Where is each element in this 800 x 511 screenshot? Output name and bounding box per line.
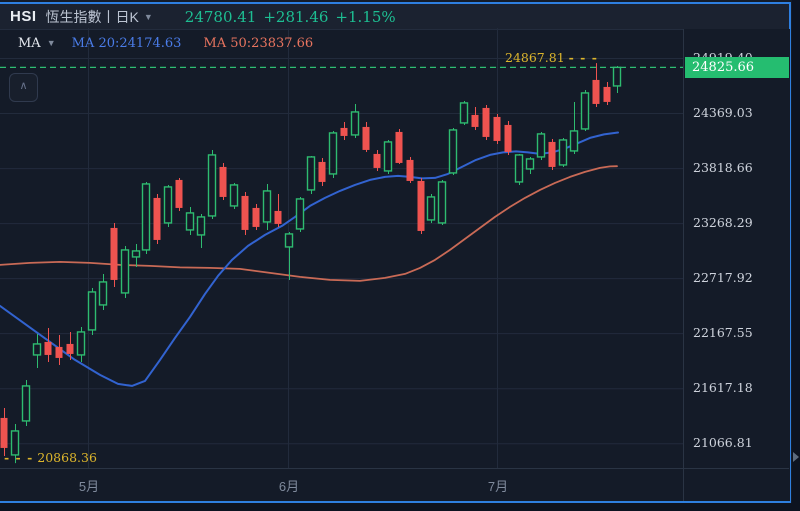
indicator-bar: MA ▼ MA 20:24174.63 MA 50:23837.66 <box>0 33 313 53</box>
time-axis-label: 7月 <box>487 479 509 494</box>
y-axis-tick: 22717.92 <box>693 270 753 286</box>
widget-border-top <box>0 2 791 4</box>
high-marker-dashes: - - - <box>568 50 598 66</box>
collapse-panel-button[interactable]: ∧ <box>9 73 38 102</box>
header-divider <box>0 29 789 30</box>
ma-dropdown-caret-icon[interactable]: ▼ <box>46 38 56 48</box>
widget-border-bottom <box>0 501 791 503</box>
ma20-readout: MA 20:24174.63 <box>71 35 182 51</box>
quote-block: 24780.41 +281.46 +1.15% <box>185 8 396 26</box>
price-change-pct: +1.15% <box>335 7 396 26</box>
chevron-down-icon[interactable]: ▼ <box>143 11 153 22</box>
symbol-code[interactable]: HSI <box>10 8 37 25</box>
y-axis-tick: 24369.03 <box>693 105 753 121</box>
chevron-up-icon: ∧ <box>19 80 28 92</box>
ma50-readout: MA 50:23837.66 <box>203 35 314 51</box>
period-low-value: 20868.36 <box>37 450 97 466</box>
time-axis-line <box>0 468 789 469</box>
period-low-marker: - - - 20868.36 <box>4 450 97 465</box>
y-axis-tick: 21617.18 <box>693 380 753 396</box>
y-axis-tick: 22167.55 <box>693 325 753 341</box>
header-bar: HSI 恆生指數丨日K ▼ 24780.41 +281.46 +1.15% <box>0 4 789 29</box>
symbol-name-period[interactable]: 恆生指數丨日K <box>45 8 139 25</box>
ma-indicator-label[interactable]: MA <box>18 35 41 51</box>
widget-border-right <box>789 2 791 503</box>
time-axis-label: 5月 <box>78 479 100 494</box>
period-high-value: 24867.81 <box>505 50 565 66</box>
y-axis-tick: 21066.81 <box>693 435 753 451</box>
time-axis-label: 6月 <box>278 479 300 494</box>
price-axis[interactable]: 24919.4024369.0323818.6623268.2922717.92… <box>683 29 790 501</box>
period-high-marker: 24867.81 - - - <box>505 50 598 65</box>
last-price: 24780.41 <box>184 7 257 26</box>
price-change: +281.46 <box>263 7 329 26</box>
expand-arrow-icon[interactable] <box>793 452 799 462</box>
y-axis-tick: 23268.29 <box>693 215 753 231</box>
low-marker-dashes: - - - <box>4 450 34 466</box>
current-price-tag: 24825.66 <box>685 56 789 78</box>
y-axis-tick: 23818.66 <box>693 160 753 176</box>
